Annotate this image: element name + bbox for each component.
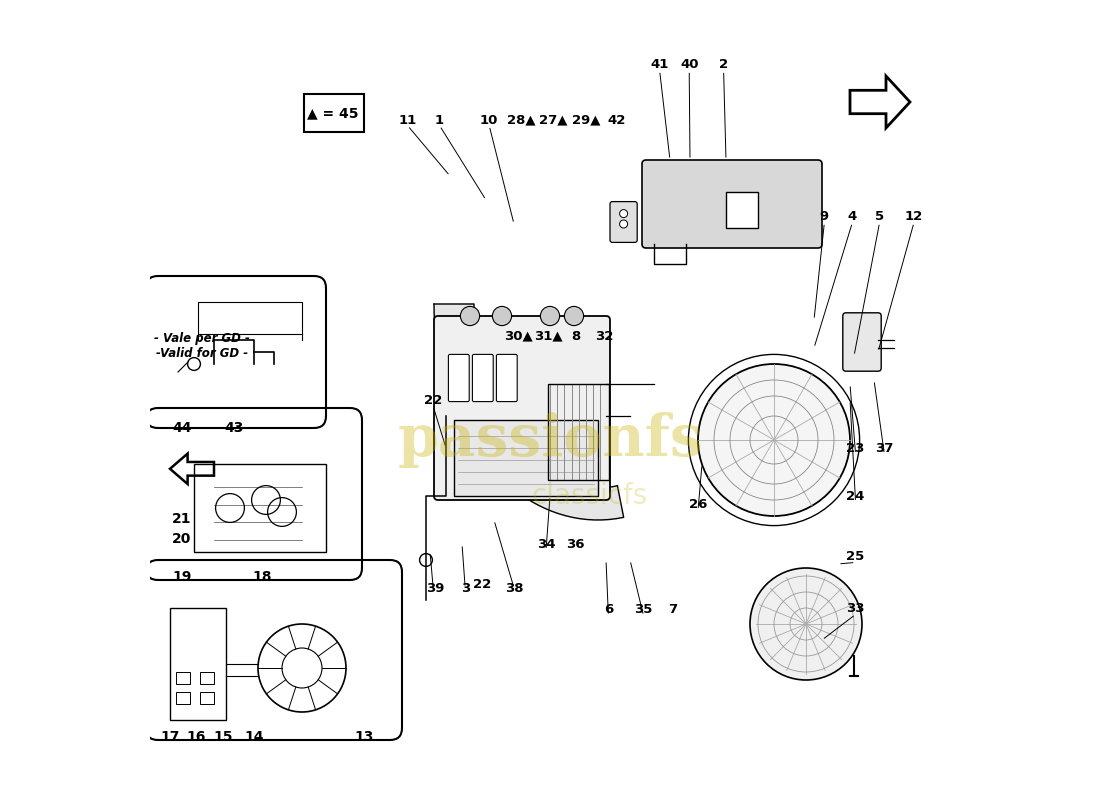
FancyBboxPatch shape [449,354,470,402]
Text: 30▲: 30▲ [504,330,532,342]
Text: 36: 36 [566,538,585,550]
Text: 13: 13 [354,730,374,744]
Text: 2: 2 [719,58,728,70]
Text: passionfs: passionfs [397,412,703,468]
Text: classicfs: classicfs [532,482,648,510]
Bar [549,384,609,480]
Text: 28▲: 28▲ [507,114,536,126]
Text: 27▲: 27▲ [539,114,568,126]
Circle shape [619,220,628,228]
FancyBboxPatch shape [434,316,610,500]
Bar [454,420,598,496]
Text: 4: 4 [848,210,857,222]
Bar [726,192,758,228]
Circle shape [698,364,850,516]
FancyBboxPatch shape [496,354,517,402]
Text: 20: 20 [173,532,191,546]
Text: 39: 39 [426,582,444,594]
Text: 44: 44 [173,421,191,435]
Text: 15: 15 [213,730,233,744]
Text: 22: 22 [473,578,491,590]
Text: 3: 3 [461,582,470,594]
Circle shape [493,306,512,326]
Text: 32: 32 [595,330,614,342]
Text: 1: 1 [434,114,444,126]
FancyBboxPatch shape [610,202,637,242]
Text: 40: 40 [680,58,698,70]
Text: 8: 8 [571,330,580,342]
Text: 16: 16 [187,730,206,744]
Circle shape [540,306,560,326]
Text: 12: 12 [905,210,923,222]
Text: 37: 37 [876,442,893,454]
Text: 5: 5 [874,210,884,222]
Polygon shape [434,304,624,520]
Text: 22: 22 [425,394,442,406]
Circle shape [461,306,480,326]
Text: 19: 19 [173,570,191,584]
Text: 6: 6 [604,603,613,616]
Text: 42: 42 [607,114,626,126]
Text: 11: 11 [398,114,417,126]
Bar [199,692,214,704]
Text: 21: 21 [173,512,191,526]
Circle shape [564,306,584,326]
Text: 31▲: 31▲ [535,330,563,342]
Text: 25: 25 [847,550,865,562]
Text: 38: 38 [505,582,524,594]
Circle shape [619,210,628,218]
Bar [176,692,190,704]
Text: 41: 41 [650,58,669,70]
Text: 29▲: 29▲ [572,114,601,126]
Text: 17: 17 [161,730,179,744]
Text: ▲ = 45: ▲ = 45 [308,106,359,120]
Text: 43: 43 [224,421,244,435]
Text: - Vale per GD -
-Valid for GD -: - Vale per GD - -Valid for GD - [154,332,250,360]
FancyBboxPatch shape [642,160,822,248]
Text: 9: 9 [820,210,829,222]
Bar [176,672,190,684]
Text: 23: 23 [846,442,865,454]
Text: 14: 14 [244,730,264,744]
Text: 24: 24 [846,490,865,502]
Text: 18: 18 [252,570,272,584]
Bar [199,672,214,684]
Text: 10: 10 [480,114,498,126]
Text: 7: 7 [668,603,676,616]
FancyBboxPatch shape [843,313,881,371]
Circle shape [750,568,862,680]
FancyBboxPatch shape [472,354,493,402]
Bar [304,94,364,132]
Text: 35: 35 [635,603,652,616]
Text: 26: 26 [689,498,707,510]
Text: 34: 34 [537,538,556,550]
Text: 33: 33 [846,602,865,614]
